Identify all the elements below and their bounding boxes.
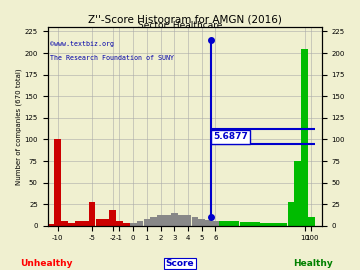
Bar [240, 222, 246, 226]
Bar [164, 215, 171, 226]
Bar [212, 221, 219, 226]
Bar [61, 221, 68, 226]
Text: 5.6877: 5.6877 [213, 132, 248, 141]
Bar [150, 217, 157, 226]
Text: Score: Score [166, 259, 194, 268]
Bar [226, 221, 233, 226]
Bar [274, 223, 280, 226]
Bar [267, 223, 274, 226]
Bar [116, 221, 123, 226]
Bar [123, 223, 130, 226]
Title: Z''-Score Histogram for AMGN (2016): Z''-Score Histogram for AMGN (2016) [88, 15, 282, 25]
Text: Healthy: Healthy [293, 259, 333, 268]
Bar [185, 215, 192, 226]
Bar [301, 49, 308, 226]
Bar [144, 219, 150, 226]
Bar [48, 224, 54, 226]
Bar [89, 202, 95, 226]
Bar [253, 222, 260, 226]
Bar [178, 215, 185, 226]
Bar [137, 221, 143, 226]
Text: ©www.textbiz.org: ©www.textbiz.org [50, 41, 114, 47]
Bar [82, 221, 89, 226]
Bar [171, 213, 178, 226]
Bar [75, 221, 82, 226]
Bar [96, 219, 102, 226]
Bar [54, 139, 61, 226]
Bar [281, 223, 287, 226]
Bar [109, 210, 116, 226]
Bar [260, 223, 267, 226]
Y-axis label: Number of companies (670 total): Number of companies (670 total) [15, 68, 22, 185]
Bar [288, 202, 294, 226]
Bar [205, 220, 212, 226]
Bar [294, 161, 301, 226]
Bar [192, 217, 198, 226]
Bar [233, 221, 239, 226]
Text: The Research Foundation of SUNY: The Research Foundation of SUNY [50, 55, 174, 61]
Text: Sector: Healthcare: Sector: Healthcare [138, 21, 222, 30]
Bar [219, 221, 226, 226]
Bar [68, 223, 75, 226]
Bar [157, 215, 164, 226]
Bar [308, 217, 315, 226]
Text: Unhealthy: Unhealthy [21, 259, 73, 268]
Bar [247, 222, 253, 226]
Bar [130, 223, 136, 226]
Bar [198, 219, 205, 226]
Bar [103, 219, 109, 226]
